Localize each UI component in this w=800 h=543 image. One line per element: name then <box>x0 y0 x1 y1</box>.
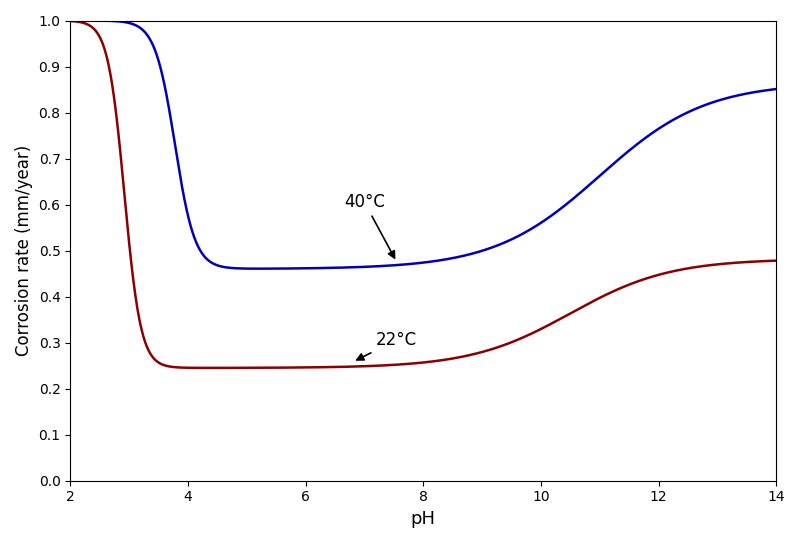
X-axis label: pH: pH <box>410 510 436 528</box>
Y-axis label: Corrosion rate (mm/year): Corrosion rate (mm/year) <box>15 145 33 356</box>
Text: 22°C: 22°C <box>357 331 418 360</box>
Text: 40°C: 40°C <box>344 193 394 258</box>
